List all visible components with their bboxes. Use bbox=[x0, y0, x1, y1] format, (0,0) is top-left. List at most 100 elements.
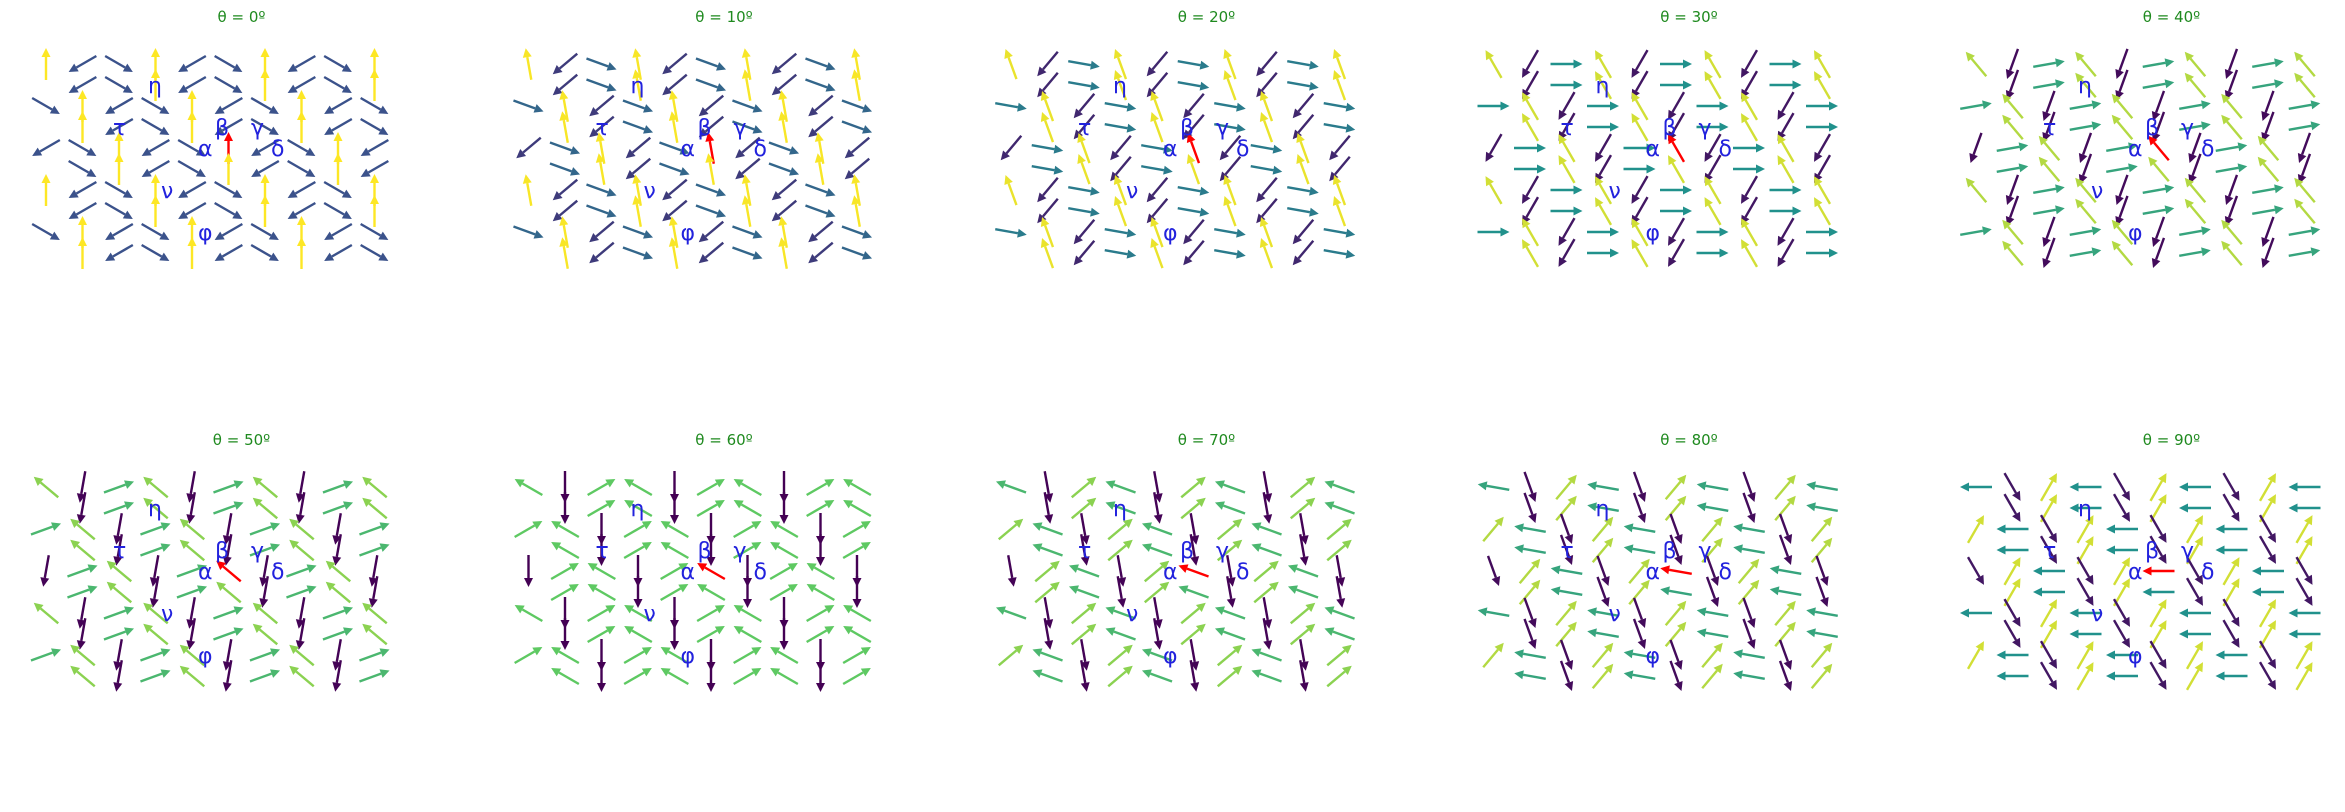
spin-arrow bbox=[587, 584, 616, 602]
spin-arrow bbox=[2215, 142, 2248, 152]
spin-arrow bbox=[289, 539, 315, 562]
spin-arrow bbox=[1150, 111, 1164, 143]
spin-arrow bbox=[1259, 216, 1274, 248]
spin-arrow bbox=[1289, 476, 1316, 499]
spin-arrow bbox=[2112, 472, 2130, 501]
spin-arrow bbox=[2288, 100, 2321, 110]
spin-arrow bbox=[1704, 50, 1722, 79]
spin-arrow bbox=[1631, 239, 1649, 268]
site-label: η bbox=[148, 497, 162, 522]
spin-arrow bbox=[2215, 671, 2248, 681]
spin-arrow bbox=[1068, 81, 1100, 91]
spin-arrow bbox=[1107, 539, 1133, 562]
site-label: α bbox=[198, 560, 213, 585]
spin-arrow bbox=[1705, 555, 1720, 587]
spin-arrow bbox=[68, 54, 97, 72]
spin-arrow bbox=[1223, 48, 1237, 80]
spin-arrow bbox=[105, 117, 134, 135]
spin-arrow bbox=[1769, 565, 1802, 575]
spin-arrow bbox=[1482, 642, 1504, 669]
spin-arrow bbox=[1664, 621, 1687, 648]
spin-arrow bbox=[143, 476, 169, 499]
spin-arrow bbox=[1292, 92, 1315, 119]
spin-arrow bbox=[1143, 560, 1170, 583]
site-label: φ bbox=[1646, 221, 1661, 246]
spin-arrow bbox=[179, 539, 206, 562]
spin-arrow bbox=[624, 479, 653, 497]
spin-arrow bbox=[696, 626, 725, 644]
spin-arrow bbox=[1810, 537, 1833, 564]
site-label: γ bbox=[251, 539, 264, 564]
site-label: τ bbox=[113, 116, 126, 141]
spin-arrow bbox=[252, 476, 279, 499]
spin-arrow bbox=[1960, 100, 1992, 110]
spin-arrow-alpha bbox=[1178, 564, 1209, 578]
spin-arrow bbox=[2075, 198, 2097, 225]
panel-title: θ = 80º bbox=[1660, 431, 1717, 449]
spin-arrow bbox=[1631, 113, 1649, 142]
spin-arrow bbox=[806, 563, 835, 581]
spin-arrow bbox=[359, 543, 390, 557]
spin-arrow bbox=[2069, 482, 2102, 492]
spin-arrow bbox=[1141, 669, 1173, 683]
spin-arrow bbox=[2039, 535, 2057, 564]
spin-arrow bbox=[625, 136, 652, 159]
spin-arrow bbox=[103, 606, 135, 620]
panel-2: θ = 10º ητ β γ α δ νφ bbox=[513, 8, 873, 269]
site-label: η bbox=[1113, 74, 1127, 99]
spin-arrow bbox=[2295, 577, 2313, 606]
spin-arrow bbox=[1287, 585, 1319, 599]
spin-arrow bbox=[1559, 660, 1574, 692]
spin-arrow bbox=[670, 618, 679, 650]
spin-arrow bbox=[178, 180, 207, 198]
spin-arrow bbox=[214, 96, 243, 114]
spin-arrow bbox=[252, 602, 279, 625]
panel-title: θ = 50º bbox=[213, 431, 270, 449]
spin-arrow bbox=[2069, 247, 2102, 257]
spin-arrow bbox=[2075, 177, 2097, 204]
spin-arrow bbox=[1177, 186, 1210, 196]
panel-8: θ = 70º ητ β γ α δ νφ bbox=[995, 431, 1355, 692]
site-label: γ bbox=[2181, 116, 2194, 141]
spin-arrow bbox=[1037, 71, 1059, 98]
spin-arrow bbox=[779, 618, 789, 650]
spin-arrow bbox=[1299, 534, 1309, 566]
spin-arrow bbox=[370, 69, 379, 101]
spin-arrow bbox=[732, 225, 763, 239]
spin-arrow bbox=[179, 518, 206, 541]
panel-title: θ = 70º bbox=[1178, 431, 1235, 449]
spin-arrow bbox=[2185, 641, 2203, 670]
site-label: η bbox=[1596, 497, 1610, 522]
spin-arrow bbox=[842, 542, 871, 560]
spin-arrow bbox=[2151, 216, 2166, 248]
spin-arrow bbox=[1214, 606, 1246, 620]
spin-arrow bbox=[2002, 240, 2024, 267]
spin-arrow bbox=[1183, 218, 1205, 245]
spin-arrow bbox=[1550, 59, 1583, 69]
spin-arrow bbox=[2033, 184, 2065, 194]
spin-arrow bbox=[362, 623, 388, 646]
spin-arrow bbox=[289, 665, 315, 688]
site-label: ν bbox=[1609, 602, 1621, 627]
spin-arrow bbox=[1960, 226, 1992, 236]
spin-arrow bbox=[2142, 587, 2175, 597]
spin-arrow bbox=[1559, 534, 1574, 566]
spin-arrow bbox=[2221, 93, 2243, 120]
spin-arrow bbox=[1332, 195, 1347, 227]
spin-arrow bbox=[842, 668, 871, 686]
spin-arrow bbox=[360, 138, 389, 156]
spin-arrow bbox=[1737, 579, 1760, 606]
spin-arrow bbox=[1704, 197, 1722, 226]
spin-arrow bbox=[2149, 473, 2167, 502]
spin-arrow bbox=[30, 648, 62, 662]
spin-arrow bbox=[2222, 598, 2240, 627]
spin-arrow bbox=[1323, 102, 1356, 112]
spin-arrow bbox=[2038, 156, 2061, 183]
spin-arrow bbox=[251, 159, 280, 177]
spin-arrow bbox=[1289, 623, 1316, 646]
spin-arrow bbox=[141, 96, 170, 114]
spin-arrow bbox=[624, 605, 653, 623]
site-label: δ bbox=[754, 137, 767, 162]
spin-arrow bbox=[623, 542, 652, 560]
spin-arrow bbox=[2033, 58, 2065, 68]
